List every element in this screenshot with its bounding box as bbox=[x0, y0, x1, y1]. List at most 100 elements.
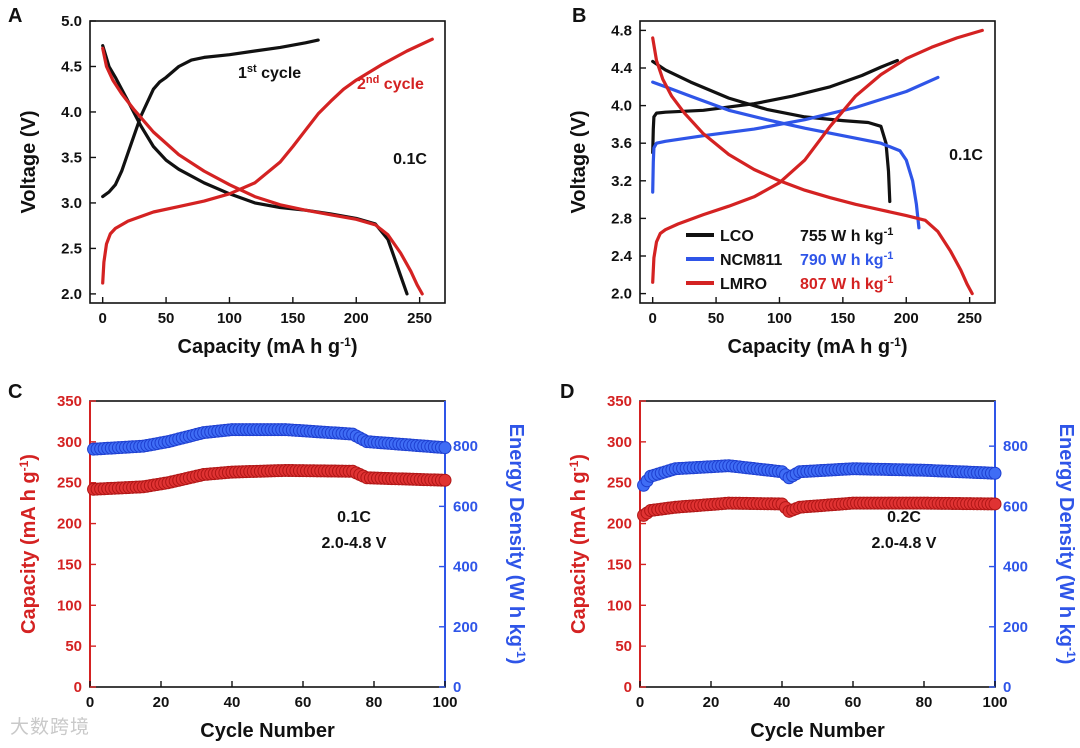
x-tick-label: 250 bbox=[407, 310, 432, 327]
x-axis-label: Capacity (mA h g-1) bbox=[178, 335, 358, 358]
panel-B: 0 50 100 150 200 250 2.0 2.4 2.8 3.2 3.6 4.0 4.4 4.8 C… bbox=[568, 5, 996, 358]
panel-D: 0 20 40 60 80 1000501001502002503003500200400… bbox=[560, 381, 1078, 742]
panel-letter: C bbox=[8, 381, 22, 403]
x-tick-label: 0 bbox=[649, 310, 657, 327]
x-tick-label: 60 bbox=[845, 694, 862, 711]
y-tick-label: 2.5 bbox=[61, 240, 82, 257]
plot-frame bbox=[639, 20, 996, 304]
y2-tick-label: 600 bbox=[453, 498, 478, 515]
annotation-window: 2.0-4.8 V bbox=[872, 535, 937, 552]
y2-tick-label: 400 bbox=[453, 559, 478, 576]
y-tick-label: 2.4 bbox=[611, 248, 633, 265]
legend-energy: 807 W h kg-1 bbox=[800, 274, 893, 293]
y-tick-label: 300 bbox=[57, 434, 82, 451]
y-tick-label: 50 bbox=[65, 638, 82, 655]
legend-energy: 790 W h kg-1 bbox=[800, 250, 893, 269]
x-tick-label: 80 bbox=[916, 694, 933, 711]
y-tick-label: 0 bbox=[624, 679, 632, 696]
y-tick-label: 3.0 bbox=[61, 195, 82, 212]
y-tick-label: 4.4 bbox=[611, 60, 633, 77]
x-tick-label: 80 bbox=[366, 694, 383, 711]
y-tick-label: 50 bbox=[615, 638, 632, 655]
legend-energy: 755 W h kg-1 bbox=[800, 226, 893, 245]
annotation-rate: 0.2C bbox=[887, 509, 921, 526]
y-tick-label: 3.5 bbox=[61, 149, 82, 166]
x-tick-label: 20 bbox=[153, 694, 170, 711]
series-line-2nd-cycle-discharge bbox=[101, 46, 424, 296]
y-tick-label: 200 bbox=[57, 516, 82, 533]
x-tick-label: 40 bbox=[224, 694, 241, 711]
legend-label: LMRO bbox=[720, 276, 767, 293]
y-tick-label: 2.0 bbox=[611, 286, 632, 303]
energy-point bbox=[988, 466, 1002, 480]
y2-tick-label: 400 bbox=[1003, 559, 1028, 576]
x-axis-label: Capacity (mA h g-1) bbox=[728, 335, 908, 358]
y-tick-label: 350 bbox=[57, 393, 82, 410]
panel-letter: D bbox=[560, 381, 574, 403]
x-tick-label: 60 bbox=[295, 694, 312, 711]
legend-label: NCM811 bbox=[720, 252, 782, 269]
y-tick-label: 100 bbox=[607, 597, 632, 614]
panel-A: 0 50 100 150 200 250 2.0 2.5 3.0 3.5 4.0 4.5 5.0 Capa… bbox=[8, 5, 446, 358]
y-tick-label: 300 bbox=[607, 434, 632, 451]
series-line-lmro-discharge bbox=[651, 36, 974, 296]
legend-label: LCO bbox=[720, 228, 754, 245]
y2-tick-label: 800 bbox=[453, 438, 478, 455]
panel-letter: A bbox=[8, 5, 22, 27]
y2-tick-label: 0 bbox=[1003, 679, 1011, 696]
y-tick-label: 250 bbox=[57, 475, 82, 492]
x-tick-label: 200 bbox=[894, 310, 919, 327]
y-tick-label: 2.8 bbox=[611, 210, 632, 227]
y-tick-label: 150 bbox=[57, 556, 82, 573]
series-line-ncm811-discharge bbox=[651, 80, 921, 230]
x-tick-label: 150 bbox=[830, 310, 855, 327]
y-tick-label: 4.0 bbox=[61, 104, 82, 121]
x-tick-label: 0 bbox=[86, 694, 94, 711]
y-tick-label: 4.0 bbox=[611, 98, 632, 115]
y-axis-label: Capacity (mA h g-1) bbox=[567, 454, 590, 634]
capacity-point bbox=[438, 473, 452, 487]
x-axis-label: Cycle Number bbox=[750, 720, 885, 742]
x-tick-label: 0 bbox=[99, 310, 107, 327]
x-tick-label: 200 bbox=[344, 310, 369, 327]
annotation: 2nd cycle bbox=[357, 74, 424, 93]
plot-frame bbox=[639, 400, 996, 688]
y-axis-label: Voltage (V) bbox=[568, 111, 590, 214]
y-tick-label: 0 bbox=[74, 679, 82, 696]
y2-tick-label: 200 bbox=[1003, 619, 1028, 636]
x-tick-label: 100 bbox=[767, 310, 792, 327]
x-tick-label: 40 bbox=[774, 694, 791, 711]
x-tick-label: 50 bbox=[708, 310, 725, 327]
y-tick-label: 4.5 bbox=[61, 58, 82, 75]
x-tick-label: 50 bbox=[158, 310, 175, 327]
x-tick-label: 100 bbox=[982, 694, 1007, 711]
y-tick-label: 3.6 bbox=[611, 135, 632, 152]
y-axis-label: Capacity (mA h g-1) bbox=[17, 454, 40, 634]
x-tick-label: 150 bbox=[280, 310, 305, 327]
annotation-rate: 0.1C bbox=[949, 147, 983, 164]
panel-letter: B bbox=[572, 5, 586, 27]
y2-tick-label: 200 bbox=[453, 619, 478, 636]
y-axis-label: Voltage (V) bbox=[18, 111, 40, 214]
x-tick-label: 250 bbox=[957, 310, 982, 327]
x-tick-label: 0 bbox=[636, 694, 644, 711]
x-axis-label: Cycle Number bbox=[200, 720, 335, 742]
x-tick-label: 100 bbox=[217, 310, 242, 327]
series-line-1st-cycle-charge bbox=[101, 38, 320, 199]
x-tick-label: 100 bbox=[432, 694, 457, 711]
y2-tick-label: 800 bbox=[1003, 438, 1028, 455]
y2-tick-label: 0 bbox=[453, 679, 461, 696]
y-tick-label: 150 bbox=[607, 556, 632, 573]
y-tick-label: 350 bbox=[607, 393, 632, 410]
plot-frame bbox=[89, 20, 446, 304]
y2-tick-label: 600 bbox=[1003, 498, 1028, 515]
annotation-rate: 0.1C bbox=[393, 151, 427, 168]
capacity-point bbox=[988, 497, 1002, 511]
series-line-lco-charge bbox=[651, 58, 899, 155]
y-tick-label: 2.0 bbox=[61, 286, 82, 303]
annotation-window: 2.0-4.8 V bbox=[322, 535, 387, 552]
y-tick-label: 5.0 bbox=[61, 13, 82, 30]
panel-C: 0 20 40 60 80 1000501001502002503003500200400… bbox=[8, 381, 528, 742]
watermark: 大数跨境 bbox=[10, 716, 91, 738]
